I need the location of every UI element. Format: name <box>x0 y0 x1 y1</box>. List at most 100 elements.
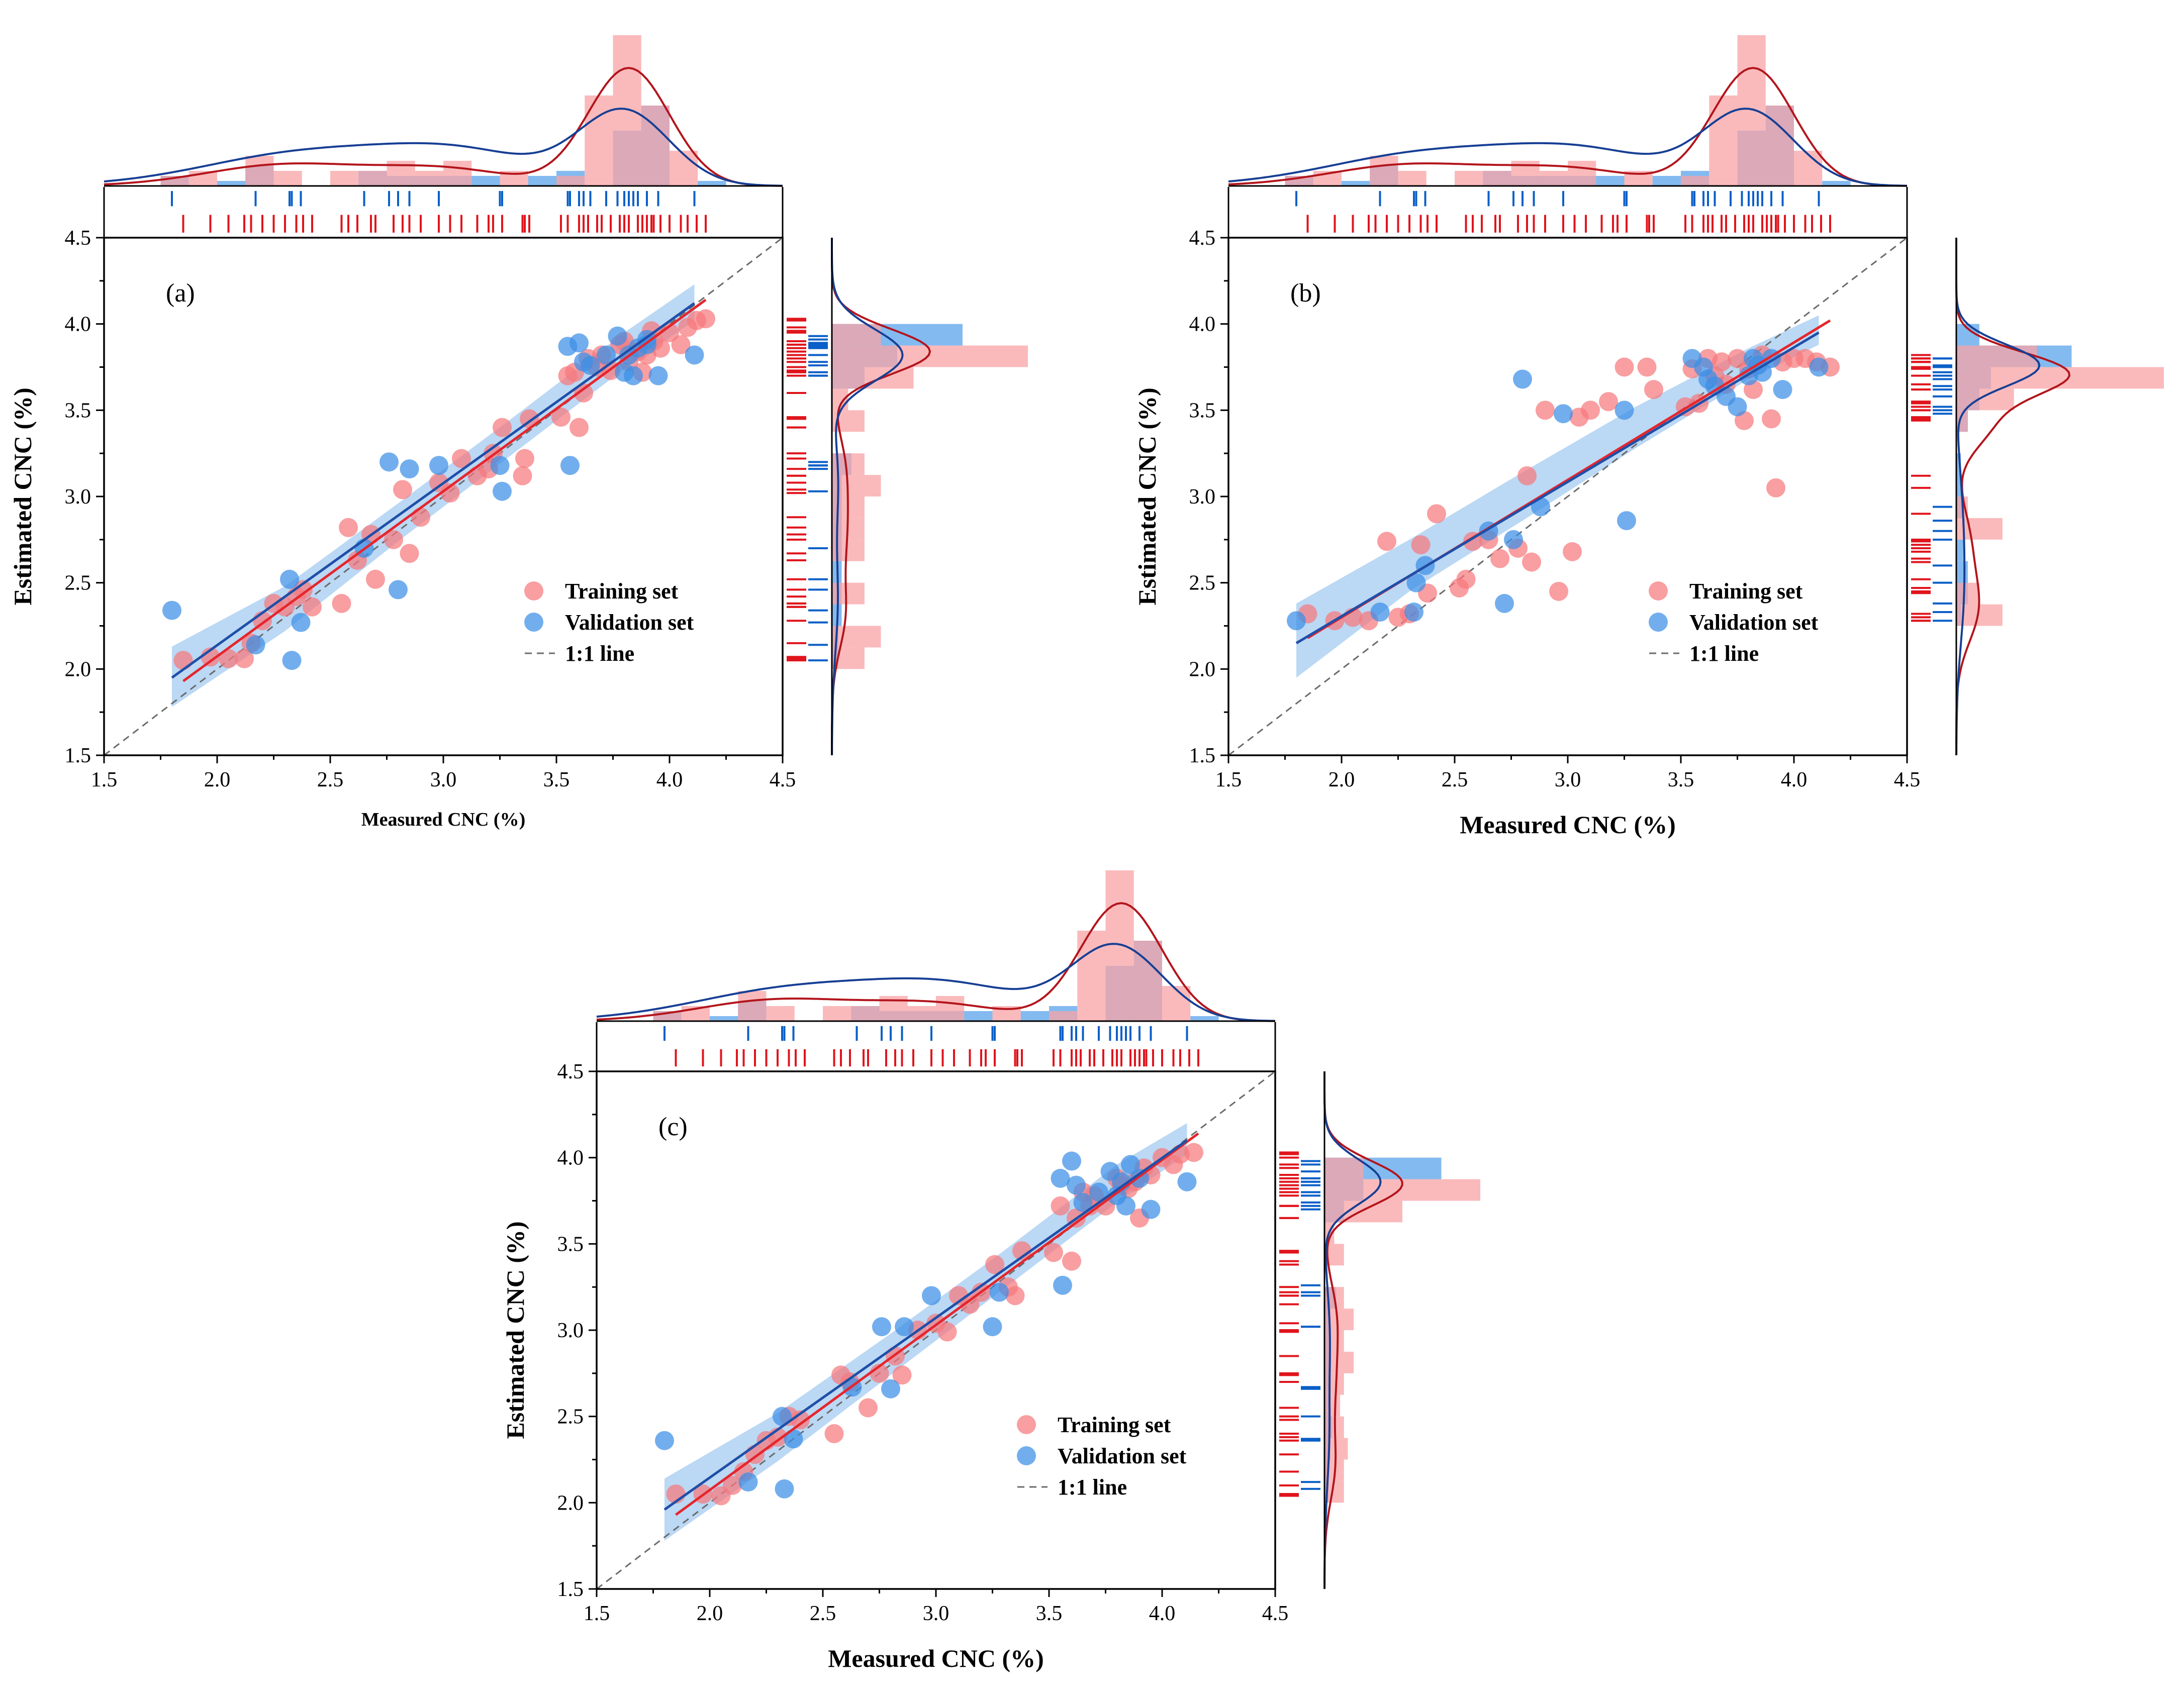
y-tick-label: 3.5 <box>65 399 91 422</box>
y-axis-title: Estimated CNC (%) <box>9 387 37 605</box>
top-hist-bar-training <box>1681 176 1710 186</box>
y-tick-label: 1.5 <box>65 744 91 767</box>
point-validation <box>490 456 510 475</box>
point-validation <box>1773 380 1792 400</box>
point-validation <box>291 613 311 632</box>
top-hist-bar-training <box>1105 870 1134 1021</box>
top-hist-bar-training <box>823 1006 851 1021</box>
point-validation <box>1404 603 1423 622</box>
x-tick-label: 4.0 <box>1149 1602 1176 1625</box>
x-tick-label: 4.0 <box>1781 768 1808 791</box>
legend-marker-validation <box>1649 613 1668 632</box>
x-tick-label: 3.0 <box>923 1602 949 1625</box>
x-tick-label: 2.0 <box>204 768 231 791</box>
y-tick-label: 2.0 <box>1189 658 1216 681</box>
top-hist-bar-training <box>1568 161 1596 186</box>
point-training <box>1549 581 1568 601</box>
point-training <box>1563 542 1582 561</box>
point-validation <box>1495 593 1514 613</box>
point-training <box>1522 552 1541 572</box>
point-validation <box>738 1472 758 1492</box>
right-hist-bar-training <box>832 582 865 605</box>
point-training <box>1427 504 1446 524</box>
right-kde-validation <box>1955 238 2041 756</box>
x-tick-label: 1.5 <box>584 1602 610 1625</box>
point-validation <box>379 452 399 472</box>
point-training <box>892 1365 912 1385</box>
top-hist-bar-validation <box>217 181 246 186</box>
axes: 1.5 2.0 2.5 3.0 3.5 4.0 4.5 1.5 2.0 2.5 3.0 3.5 4.0 4… <box>501 1060 1288 1672</box>
point-validation <box>624 366 643 385</box>
top-hist-bar-training <box>585 95 613 186</box>
right-hist-bar-training <box>1324 1157 1364 1179</box>
point-validation <box>1744 349 1763 368</box>
right-hist-bar-validation <box>1956 453 1961 475</box>
point-training <box>294 580 313 600</box>
point-validation <box>1177 1172 1197 1191</box>
point-training <box>515 449 534 468</box>
point-training <box>219 649 238 668</box>
point-validation <box>922 1286 941 1306</box>
right-hist-bar-training <box>1956 582 1979 605</box>
fit-line-training <box>675 1132 1199 1516</box>
x-tick-label: 2.5 <box>810 1602 836 1625</box>
point-training <box>1051 1196 1070 1216</box>
right-hist-bar-training <box>1324 1330 1344 1352</box>
point-validation <box>1121 1155 1140 1174</box>
x-tick-label: 3.5 <box>543 768 570 791</box>
panel-b: 1.5 2.0 2.5 3.0 3.5 4.0 4.5 1.5 2.0 2.5 3.0 3.5 4.0 4… <box>1133 35 2164 839</box>
point-training <box>1490 549 1509 568</box>
legend-marker-training <box>1017 1415 1036 1434</box>
point-validation <box>1753 362 1772 382</box>
top-hist-bar-training <box>273 171 302 186</box>
point-validation <box>569 333 589 353</box>
point-validation <box>1287 611 1306 631</box>
top-hist-bar-training <box>936 996 965 1021</box>
point-training <box>303 597 322 617</box>
one-to-one-line <box>1228 238 1907 755</box>
point-validation <box>990 1282 1009 1302</box>
right-hist-bar-validation <box>1956 539 1963 561</box>
top-kde-validation <box>596 943 1276 1022</box>
point-validation <box>895 1317 914 1337</box>
right-kde-training <box>831 238 931 755</box>
top-hist-bar-training <box>330 171 359 186</box>
point-training <box>859 1398 878 1418</box>
legend-marker-training <box>1649 581 1668 601</box>
legend-label-training: Training set <box>1689 579 1803 604</box>
legend: Training set Validation set 1:1 line <box>1017 1413 1187 1500</box>
point-training <box>411 508 430 527</box>
point-training <box>173 651 193 670</box>
top-hist-bar-training <box>851 1006 880 1021</box>
point-training <box>452 449 471 468</box>
y-tick-label: 3.5 <box>557 1233 584 1256</box>
top-hist-bar-training <box>1709 95 1738 186</box>
legend-label-one-to-one: 1:1 line <box>565 641 634 666</box>
right-hist-bar-training <box>1324 1394 1340 1417</box>
point-validation <box>1370 603 1390 622</box>
right-marginal <box>1279 1071 1480 1589</box>
point-validation <box>1053 1275 1072 1295</box>
top-hist-bar-training <box>245 156 274 186</box>
point-validation <box>1728 397 1747 417</box>
point-validation <box>1406 573 1426 592</box>
point-training <box>723 1476 742 1495</box>
top-marginal <box>104 35 783 187</box>
point-validation <box>872 1317 891 1337</box>
x-tick-label: 3.5 <box>1668 768 1694 791</box>
point-training <box>1411 535 1431 555</box>
x-tick-label: 2.0 <box>1328 768 1355 791</box>
legend-marker-training <box>524 581 543 601</box>
right-hist-bar-training <box>1324 1201 1402 1223</box>
y-axis-title: Estimated CNC (%) <box>501 1221 529 1439</box>
point-training <box>493 418 512 437</box>
y-tick-label: 4.5 <box>1189 227 1216 250</box>
top-hist-bar-validation <box>698 181 726 186</box>
point-validation <box>685 345 704 365</box>
point-validation <box>1073 1192 1093 1212</box>
y-tick-label: 1.5 <box>557 1578 584 1601</box>
top-kde-training <box>596 902 1276 1022</box>
point-validation <box>775 1479 794 1499</box>
x-tick-label: 3.5 <box>1036 1602 1063 1625</box>
right-hist-bar-training <box>832 475 881 496</box>
